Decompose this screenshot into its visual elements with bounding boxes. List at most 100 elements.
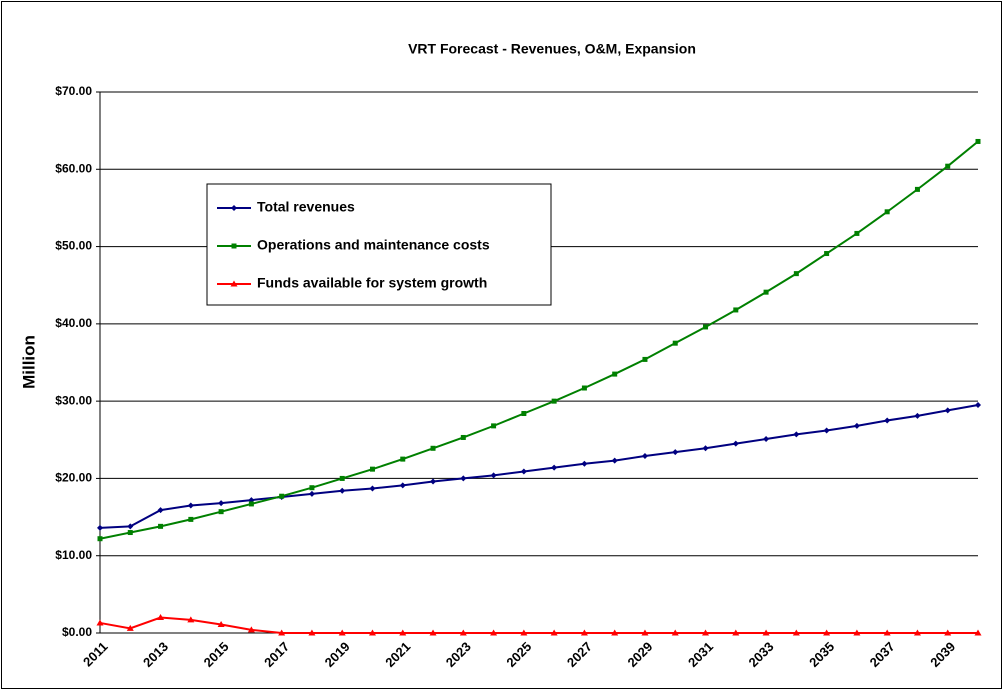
y-tick-label: $30.00 [55, 393, 92, 407]
marker [823, 629, 831, 636]
legend-label: Total revenues [257, 199, 355, 215]
marker [641, 629, 649, 636]
marker [218, 500, 225, 507]
series-line [99, 140, 979, 540]
marker [308, 490, 315, 497]
y-tick-label: $70.00 [55, 84, 92, 98]
marker [231, 243, 237, 249]
marker [127, 530, 133, 536]
marker [188, 516, 194, 522]
marker [369, 466, 375, 472]
marker [127, 523, 134, 530]
marker [338, 629, 346, 636]
chart-title: VRT Forecast - Revenues, O&M, Expansion [408, 41, 696, 57]
marker [520, 468, 527, 475]
marker [642, 356, 648, 362]
marker [672, 449, 679, 456]
marker [187, 616, 195, 623]
marker [792, 629, 800, 636]
marker [430, 478, 437, 485]
y-tick-label: $20.00 [55, 471, 92, 485]
marker [400, 456, 406, 462]
marker [339, 475, 345, 481]
legend-label: Funds available for system growth [257, 275, 487, 291]
marker [369, 485, 376, 492]
marker [763, 289, 769, 295]
marker [157, 507, 164, 514]
marker [672, 340, 678, 346]
y-tick-label: $50.00 [55, 239, 92, 253]
marker [490, 472, 497, 479]
series-line [99, 616, 978, 634]
marker [157, 614, 165, 621]
marker [97, 536, 103, 542]
marker [853, 629, 861, 636]
marker [339, 487, 346, 494]
marker [218, 509, 224, 515]
marker [612, 371, 618, 377]
marker [914, 412, 921, 419]
marker [883, 629, 891, 636]
marker [702, 445, 709, 452]
marker [460, 475, 467, 482]
marker [551, 398, 557, 404]
marker [399, 482, 406, 489]
marker [230, 280, 238, 287]
marker [231, 205, 237, 211]
marker [974, 629, 982, 636]
marker [732, 440, 739, 447]
marker [793, 271, 799, 277]
marker [914, 186, 920, 192]
marker [309, 485, 315, 491]
marker [126, 624, 134, 631]
marker [611, 457, 618, 464]
marker [247, 626, 255, 633]
y-tick-label: $10.00 [55, 548, 92, 562]
marker [703, 324, 709, 330]
marker [854, 230, 860, 236]
marker [97, 524, 103, 531]
marker [550, 629, 558, 636]
y-axis-label: Million [19, 335, 38, 389]
marker [702, 629, 710, 636]
marker [581, 460, 588, 467]
marker [551, 464, 558, 471]
marker [308, 629, 316, 636]
marker [368, 629, 376, 636]
marker [884, 417, 891, 424]
marker [96, 619, 104, 626]
marker [490, 629, 498, 636]
marker [913, 629, 921, 636]
marker [460, 434, 466, 440]
marker [641, 453, 648, 460]
marker [521, 411, 527, 417]
marker [944, 629, 952, 636]
marker [158, 523, 164, 529]
marker [217, 620, 225, 627]
marker [491, 423, 497, 429]
marker [733, 307, 739, 313]
marker [944, 407, 951, 414]
legend-box [206, 183, 552, 306]
marker [429, 629, 437, 636]
marker [884, 209, 890, 215]
marker [671, 629, 679, 636]
marker [399, 629, 407, 636]
legend-label: Operations and maintenance costs [257, 237, 490, 253]
marker [430, 445, 436, 451]
marker [853, 422, 860, 429]
marker [975, 138, 981, 144]
marker [824, 251, 830, 257]
marker [187, 502, 194, 509]
marker [823, 427, 830, 434]
marker [793, 431, 800, 438]
series-line [99, 404, 979, 529]
marker [762, 629, 770, 636]
marker [763, 436, 770, 443]
marker [459, 629, 467, 636]
y-tick-label: $40.00 [55, 316, 92, 330]
y-tick-label: $0.00 [62, 625, 92, 639]
marker [279, 493, 285, 499]
y-tick-label: $60.00 [55, 161, 92, 175]
